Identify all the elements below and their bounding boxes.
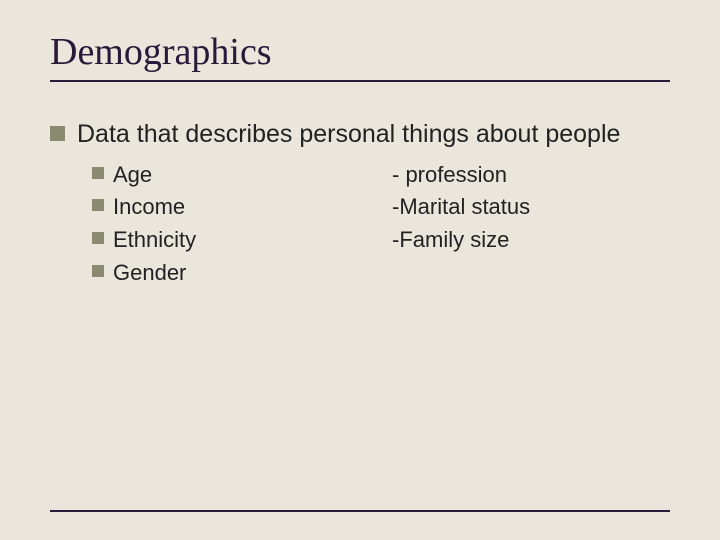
slide-title: Demographics [50, 30, 670, 74]
footer-line [50, 510, 670, 512]
square-bullet-icon [92, 232, 104, 244]
sub-item-text: Ethnicity [113, 225, 196, 255]
title-underline [50, 80, 670, 82]
list-item: Income [92, 192, 392, 222]
square-bullet-icon [50, 126, 65, 141]
sub-item-text: Gender [113, 258, 186, 288]
main-bullet-row: Data that describes personal things abou… [50, 118, 670, 152]
right-item-text: - profession [392, 160, 670, 190]
left-column: Age Income Ethnicity Gender [92, 160, 392, 291]
list-item: Age [92, 160, 392, 190]
right-column: - profession -Marital status -Family siz… [392, 160, 670, 291]
main-bullet-text: Data that describes personal things abou… [77, 118, 620, 152]
right-item-text: -Marital status [392, 192, 670, 222]
right-item-text: -Family size [392, 225, 670, 255]
sub-item-text: Age [113, 160, 152, 190]
list-item: Gender [92, 258, 392, 288]
sub-item-text: Income [113, 192, 185, 222]
square-bullet-icon [92, 167, 104, 179]
columns-container: Age Income Ethnicity Gender - profession… [92, 160, 670, 291]
square-bullet-icon [92, 265, 104, 277]
square-bullet-icon [92, 199, 104, 211]
list-item: Ethnicity [92, 225, 392, 255]
slide-container: Demographics Data that describes persona… [0, 0, 720, 540]
